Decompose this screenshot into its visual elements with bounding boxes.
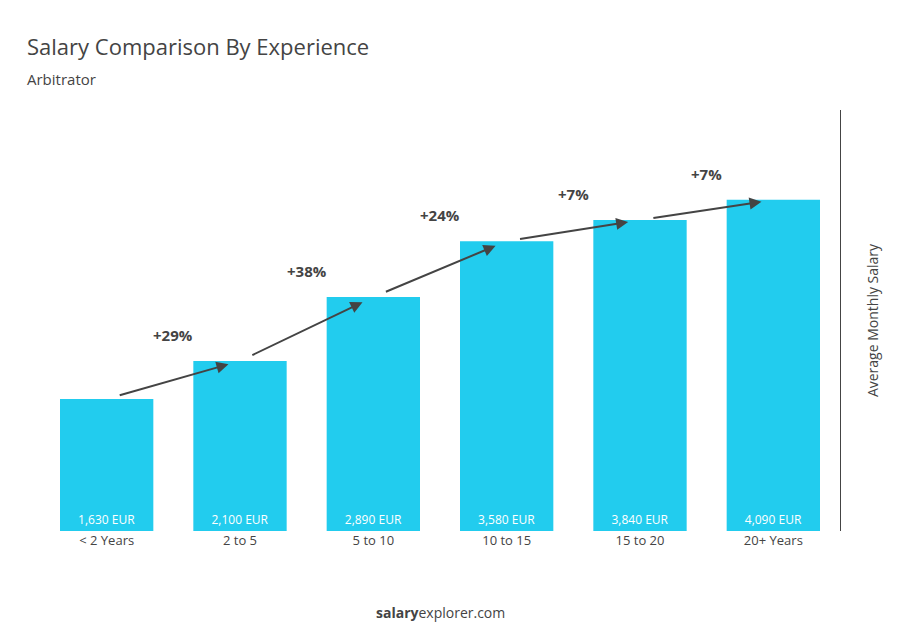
- svg-text:15 to 20: 15 to 20: [616, 531, 665, 549]
- svg-text:salaryexplorer.com: salaryexplorer.com: [376, 603, 505, 622]
- svg-text:< 2 Years: < 2 Years: [79, 531, 134, 549]
- svg-text:+29%: +29%: [153, 325, 193, 345]
- svg-text:5 to 10: 5 to 10: [353, 531, 395, 549]
- svg-text:Salary Comparison By Experienc: Salary Comparison By Experience: [27, 31, 369, 61]
- svg-text:+7%: +7%: [691, 164, 722, 184]
- svg-text:2,890 EUR: 2,890 EUR: [345, 511, 402, 528]
- svg-text:1,630 EUR: 1,630 EUR: [78, 511, 135, 528]
- svg-text:3,580 EUR: 3,580 EUR: [478, 511, 535, 528]
- svg-text:3,840 EUR: 3,840 EUR: [611, 511, 668, 528]
- svg-text:Average Monthly Salary: Average Monthly Salary: [863, 243, 882, 397]
- svg-text:4,090 EUR: 4,090 EUR: [745, 511, 802, 528]
- svg-text:10 to 15: 10 to 15: [482, 531, 531, 549]
- svg-text:+38%: +38%: [287, 261, 327, 281]
- svg-text:20+ Years: 20+ Years: [744, 531, 803, 549]
- svg-text:+24%: +24%: [420, 205, 460, 225]
- svg-text:2,100 EUR: 2,100 EUR: [211, 511, 268, 528]
- svg-text:+7%: +7%: [558, 184, 589, 204]
- svg-text:2 to 5: 2 to 5: [223, 531, 257, 549]
- svg-text:Arbitrator: Arbitrator: [27, 69, 96, 89]
